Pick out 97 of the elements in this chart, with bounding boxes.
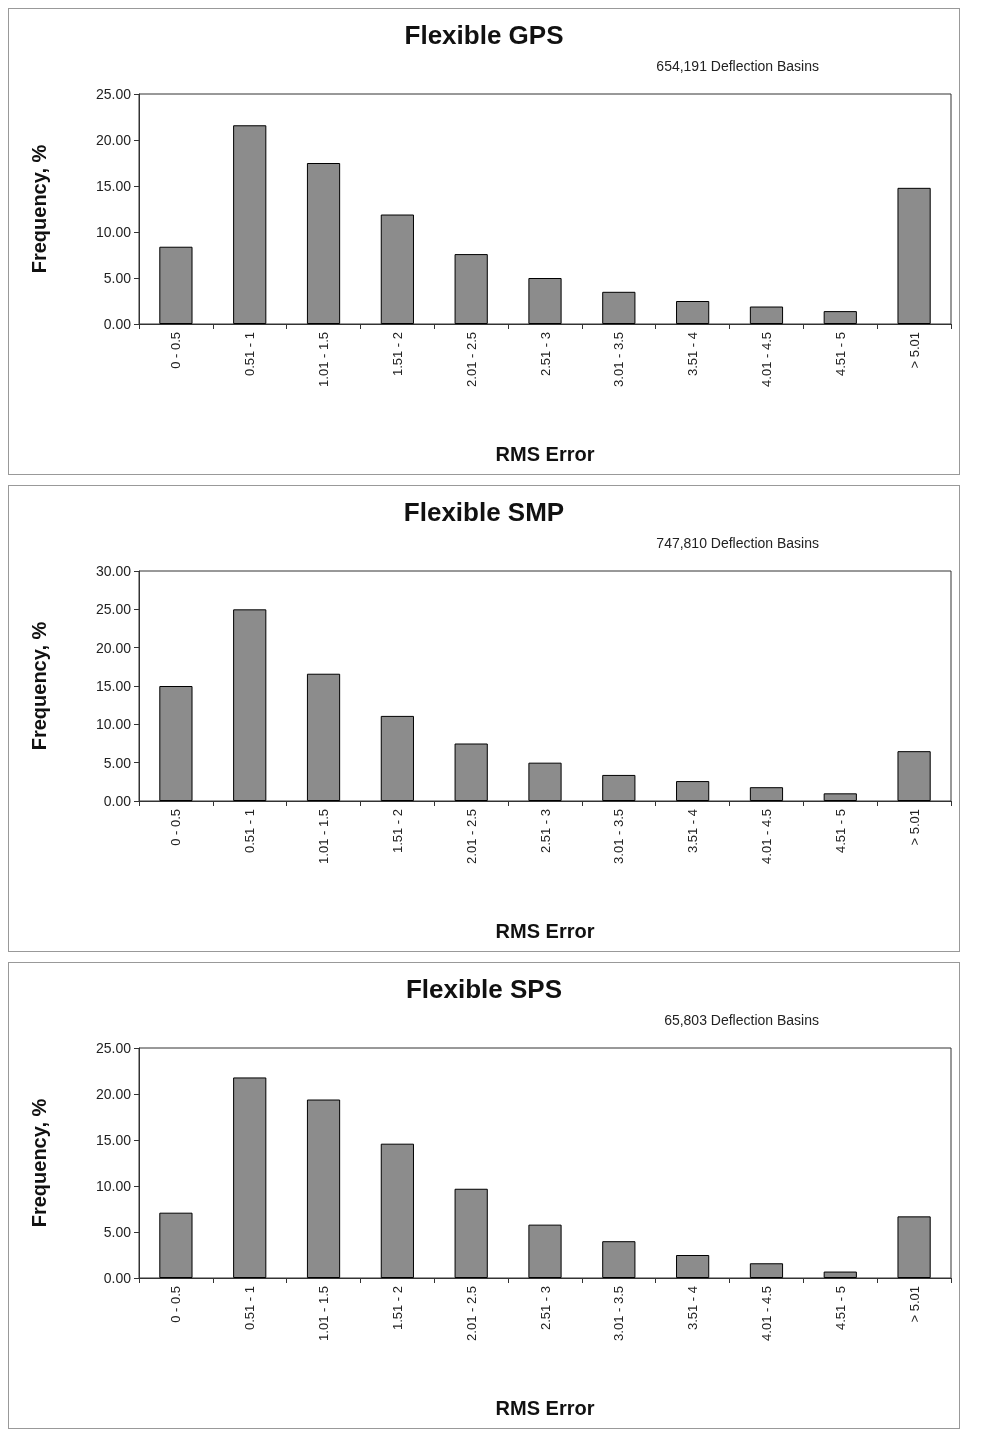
x-tick-label: 4.01 - 4.5 xyxy=(758,809,774,864)
y-tick-label: 15.00 xyxy=(95,1132,132,1148)
y-tick-label: 5.00 xyxy=(103,754,132,771)
bar xyxy=(749,1263,784,1278)
y-tick-label: 10.00 xyxy=(95,224,132,240)
y-tick-label: 30.00 xyxy=(95,563,132,579)
x-tick-label: 2.51 - 3 xyxy=(537,332,553,377)
x-tick-label: 0 - 0.5 xyxy=(168,1286,184,1323)
x-tick-label: 3.51 - 4 xyxy=(685,809,701,854)
chart-title: Flexible SPS xyxy=(405,974,563,1004)
x-tick-label: 1.51 - 2 xyxy=(389,1286,405,1331)
x-tick-label: 0.51 - 1 xyxy=(242,332,258,377)
x-tick-label: 2.01 - 2.5 xyxy=(463,332,479,387)
bar xyxy=(380,1143,414,1278)
bar xyxy=(306,673,341,801)
x-tick-label: 0 - 0.5 xyxy=(168,332,184,369)
text: 747,810 Deflection Basins xyxy=(656,535,820,551)
bar xyxy=(528,762,562,801)
x-tick-label: 1.01 - 1.5 xyxy=(316,332,332,387)
text: 65,803 Deflection Basins xyxy=(664,1012,819,1028)
y-tick-label: 25.00 xyxy=(95,601,132,618)
y-tick-label: 15.00 xyxy=(95,178,132,194)
x-axis-title: RMS Error xyxy=(495,920,595,942)
bar xyxy=(159,1212,193,1278)
bar xyxy=(823,1271,857,1278)
x-tick-label: 0.51 - 1 xyxy=(242,809,258,854)
y-tick-label: 5.00 xyxy=(103,1224,132,1240)
y-tick-label: 20.00 xyxy=(95,132,132,148)
bar xyxy=(749,787,784,801)
bar xyxy=(233,1077,267,1278)
bar xyxy=(602,291,636,324)
y-tick-label: 15.00 xyxy=(95,678,132,694)
bar xyxy=(380,214,414,324)
x-tick-label: 4.51 - 5 xyxy=(832,809,848,854)
bar xyxy=(233,125,267,324)
bar xyxy=(676,781,710,801)
bar xyxy=(897,1216,931,1278)
x-axis-title: RMS Error xyxy=(495,1397,595,1419)
chart-title: Flexible SMP xyxy=(403,497,565,527)
bar xyxy=(528,278,562,324)
bar xyxy=(159,686,193,801)
x-tick-label: 2.51 - 3 xyxy=(537,1286,553,1331)
y-axis-title: Frequency, % xyxy=(28,1098,50,1228)
x-tick-label: 2.01 - 2.5 xyxy=(463,809,479,864)
x-tick-label: 3.51 - 4 xyxy=(685,1286,701,1331)
y-tick-label: 25.00 xyxy=(95,1040,132,1056)
chart-title: Flexible GPS xyxy=(404,20,564,50)
bar xyxy=(823,793,857,801)
bar xyxy=(233,609,267,801)
y-tick-label: 25.00 xyxy=(95,86,132,102)
y-tick-label: 10.00 xyxy=(95,716,132,733)
bar xyxy=(897,187,931,324)
y-axis-title: Frequency, % xyxy=(28,621,50,751)
y-tick-label: 20.00 xyxy=(95,1086,132,1102)
text: 654,191 Deflection Basins xyxy=(656,58,820,74)
y-tick-label: 0.00 xyxy=(103,1270,132,1286)
x-tick-label: 3.01 - 3.5 xyxy=(611,332,627,387)
x-tick-label: 1.01 - 1.5 xyxy=(316,1286,332,1341)
bar xyxy=(602,1241,636,1278)
x-tick-label: 3.01 - 3.5 xyxy=(611,1286,627,1341)
bar xyxy=(454,254,488,324)
x-tick-label: > 5.01 xyxy=(906,809,922,846)
bar xyxy=(454,743,488,801)
x-tick-label: > 5.01 xyxy=(906,332,922,369)
y-tick-label: 0.00 xyxy=(103,793,132,809)
y-tick-label: 20.00 xyxy=(95,639,132,656)
y-axis-title: Frequency, % xyxy=(28,144,50,274)
x-tick-label: 3.01 - 3.5 xyxy=(611,809,627,864)
x-tick-label: 1.01 - 1.5 xyxy=(316,809,332,864)
bar xyxy=(823,311,857,324)
bar xyxy=(676,1255,710,1278)
x-tick-label: 3.51 - 4 xyxy=(685,332,701,377)
bar xyxy=(602,774,636,801)
bar xyxy=(159,246,193,324)
bar xyxy=(454,1188,488,1278)
x-tick-label: 4.01 - 4.5 xyxy=(758,332,774,387)
x-tick-label: 4.01 - 4.5 xyxy=(758,1286,774,1341)
x-tick-label: 0 - 0.5 xyxy=(168,809,184,846)
x-tick-label: 4.51 - 5 xyxy=(832,332,848,377)
x-axis-title: RMS Error xyxy=(495,443,595,465)
x-tick-label: 4.51 - 5 xyxy=(832,1286,848,1331)
bar xyxy=(897,751,931,801)
x-tick-label: > 5.01 xyxy=(906,1286,922,1323)
x-tick-label: 1.51 - 2 xyxy=(389,809,405,854)
bar xyxy=(528,1224,562,1278)
x-tick-label: 0.51 - 1 xyxy=(242,1286,258,1331)
y-tick-label: 10.00 xyxy=(95,1178,132,1194)
bar xyxy=(306,1099,341,1278)
x-tick-label: 1.51 - 2 xyxy=(389,332,405,377)
bar xyxy=(749,306,784,324)
x-tick-label: 2.51 - 3 xyxy=(537,809,553,854)
bar xyxy=(306,163,341,324)
y-tick-label: 5.00 xyxy=(103,270,132,286)
x-tick-label: 2.01 - 2.5 xyxy=(463,1286,479,1341)
y-tick-label: 0.00 xyxy=(103,316,132,332)
bar xyxy=(380,715,414,801)
bar xyxy=(676,301,710,324)
